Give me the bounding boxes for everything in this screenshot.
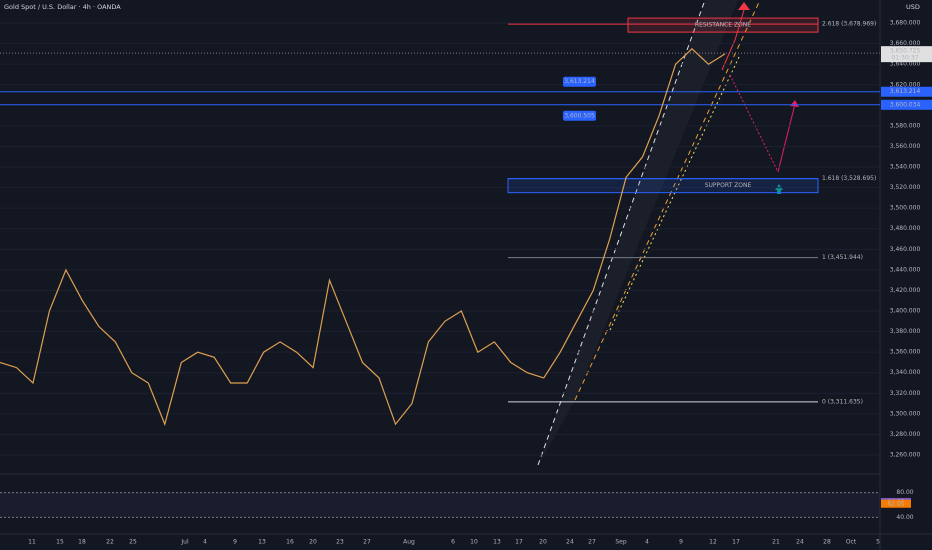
- zone-box: [507, 178, 819, 194]
- projection-rebound: [777, 103, 796, 173]
- y-tick-label: 3,260.000: [890, 452, 921, 459]
- x-tick-label: 10: [470, 539, 478, 546]
- x-tick-label: 22: [106, 539, 114, 546]
- current-price-label: 3,650.725: [890, 48, 921, 55]
- level-tag-label: 3,600.505: [564, 112, 595, 119]
- fib-label: 2.618 (3,678.969): [822, 21, 876, 28]
- zone-label: RESISTANCE ZONE: [695, 22, 751, 29]
- rsi-tag: [881, 499, 911, 508]
- axis-tag-label: 3,613.214: [890, 88, 921, 95]
- y-tick-label: 3,380.000: [890, 328, 921, 335]
- x-tick-label: 25: [129, 539, 137, 546]
- channel-line: [537, 0, 706, 466]
- axis-tag: [881, 86, 932, 97]
- y-tick-label: 3,340.000: [890, 369, 921, 376]
- x-tick-label: 9: [679, 539, 683, 546]
- y-tick-label: 3,400.000: [890, 308, 921, 315]
- arrow-up-icon: [775, 184, 783, 194]
- zone-label: SUPPORT ZONE: [705, 182, 752, 189]
- level-tag: [563, 76, 596, 87]
- x-tick-label: 27: [588, 539, 596, 546]
- x-tick-label: 24: [796, 539, 804, 546]
- y-tick-label: 3,540.000: [890, 164, 921, 171]
- y-tick-label: 3,620.000: [890, 81, 921, 88]
- x-tick-label: 13: [258, 539, 266, 546]
- axis-tag: [881, 99, 932, 110]
- y-tick-label: 3,280.000: [890, 431, 921, 438]
- x-tick-label: 13: [493, 539, 501, 546]
- y-tick-label: 3,480.000: [890, 225, 921, 232]
- currency: USD: [906, 3, 920, 11]
- y-tick-label: 3,500.000: [890, 205, 921, 212]
- rsi-value: 62.05: [887, 500, 904, 507]
- x-tick-label: Aug: [403, 539, 415, 546]
- y-tick-label: 3,580.000: [890, 122, 921, 129]
- x-tick-label: 6: [451, 539, 455, 546]
- level-tag-label: 3,613.214: [564, 78, 595, 85]
- x-tick-label: 15: [56, 539, 64, 546]
- x-tick-label: 16: [286, 539, 294, 546]
- axis-tag-label: 3,600.034: [890, 101, 921, 108]
- projection-up: [721, 9, 745, 71]
- symbol-title: Gold Spot / U.S. Dollar · 4h · OANDA: [4, 3, 121, 11]
- x-tick-label: 11: [28, 539, 36, 546]
- y-tick-label: 3,440.000: [890, 266, 921, 273]
- x-tick-label: 4: [645, 539, 649, 546]
- y-tick-label: 3,520.000: [890, 184, 921, 191]
- y-tick-label: 3,680.000: [890, 20, 921, 27]
- x-tick-label: 20: [309, 539, 317, 546]
- x-tick-label: 24: [566, 539, 574, 546]
- y-tick-label: 3,360.000: [890, 349, 921, 356]
- x-tick-label: Jul: [180, 539, 189, 546]
- y-tick-label: 3,560.000: [890, 143, 921, 150]
- rsi-tick-label: 40.00: [896, 514, 913, 521]
- x-tick-label: 27: [363, 539, 371, 546]
- y-tick-label: 3,660.000: [890, 40, 921, 47]
- y-tick-label: 3,300.000: [890, 410, 921, 417]
- channel-line: [574, 0, 761, 401]
- fib-label: 1 (3,451.944): [822, 254, 863, 261]
- x-tick-label: Sep: [615, 539, 627, 546]
- rsi-tick-label: 80.00: [896, 489, 913, 496]
- price-line: [0, 47, 726, 427]
- x-tick-label: 23: [336, 539, 344, 546]
- countdown: 01:30:37: [892, 55, 919, 62]
- x-tick-label: 12: [709, 539, 717, 546]
- x-tick-label: 4: [203, 539, 207, 546]
- x-tick-label: 17: [732, 539, 740, 546]
- x-tick-label: Oct: [846, 539, 857, 546]
- y-tick-label: 3,420.000: [890, 287, 921, 294]
- x-tick-label: 17: [515, 539, 523, 546]
- x-tick-label: 20: [539, 539, 547, 546]
- zone-box: [627, 17, 819, 33]
- level-tag: [563, 110, 596, 121]
- x-tick-label: 9: [233, 539, 237, 546]
- x-tick-label: 18: [78, 539, 86, 546]
- arrow-down-icon: [738, 2, 750, 10]
- x-tick-label: 5: [876, 539, 880, 546]
- price-tag: [881, 46, 932, 63]
- rsi-band: [0, 492, 880, 518]
- channel-mid: [609, 54, 741, 331]
- x-tick-label: 28: [823, 539, 831, 546]
- x-tick-label: 21: [772, 539, 780, 546]
- y-tick-label: 3,460.000: [890, 246, 921, 253]
- fib-label: 1.618 (3,528.695): [822, 175, 876, 182]
- fib-label: 0 (3,311.635): [822, 398, 863, 405]
- y-tick-label: 3,640.000: [890, 61, 921, 68]
- y-tick-label: 3,320.000: [890, 390, 921, 397]
